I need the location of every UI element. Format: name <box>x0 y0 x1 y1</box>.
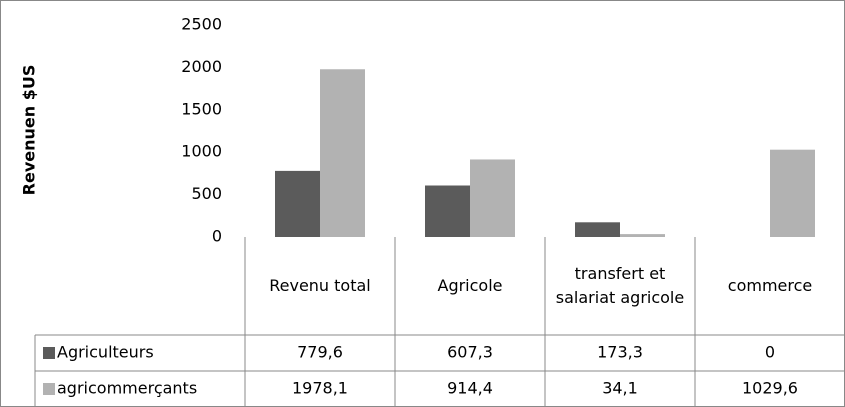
x-tick-label: commerce <box>727 276 813 295</box>
legend-label: Agriculteurs <box>57 343 154 362</box>
table-cell: 914,4 <box>447 379 493 398</box>
x-tick-label: Revenu total <box>269 276 371 295</box>
table-cell: 0 <box>765 343 775 362</box>
legend-swatch <box>43 347 55 359</box>
x-tick-label-box: Agricole <box>437 276 503 295</box>
bar <box>275 170 320 237</box>
y-tick-label: 2000 <box>181 57 222 76</box>
bar <box>425 185 470 237</box>
y-tick-label: 0 <box>212 227 222 246</box>
x-tick-label-box: transfert et salariat agricole <box>555 264 685 307</box>
table-cell: 607,3 <box>447 343 493 362</box>
y-tick-label: 2500 <box>181 15 222 34</box>
bar <box>470 159 515 237</box>
bar <box>620 234 665 237</box>
table-cell: 34,1 <box>602 379 638 398</box>
y-tick-label: 1000 <box>181 142 222 161</box>
table-cell: 779,6 <box>297 343 343 362</box>
bar <box>320 69 365 238</box>
table-cell: 1029,6 <box>742 379 798 398</box>
x-tick-label: Agricole <box>437 276 503 295</box>
legend-label: agricommerçants <box>57 379 197 398</box>
y-tick-label: 1500 <box>181 99 222 118</box>
y-axis-label: Revenuen $US <box>20 65 39 196</box>
x-tick-label-box: commerce <box>727 276 813 295</box>
x-tick-label-box: Revenu total <box>269 276 371 295</box>
table-cell: 173,3 <box>597 343 643 362</box>
x-tick-label: transfert et salariat agricole <box>555 264 685 307</box>
bar <box>770 149 815 237</box>
bar <box>575 222 620 237</box>
legend-swatch <box>43 383 55 395</box>
y-tick-label: 500 <box>191 184 222 203</box>
table-cell: 1978,1 <box>292 379 348 398</box>
